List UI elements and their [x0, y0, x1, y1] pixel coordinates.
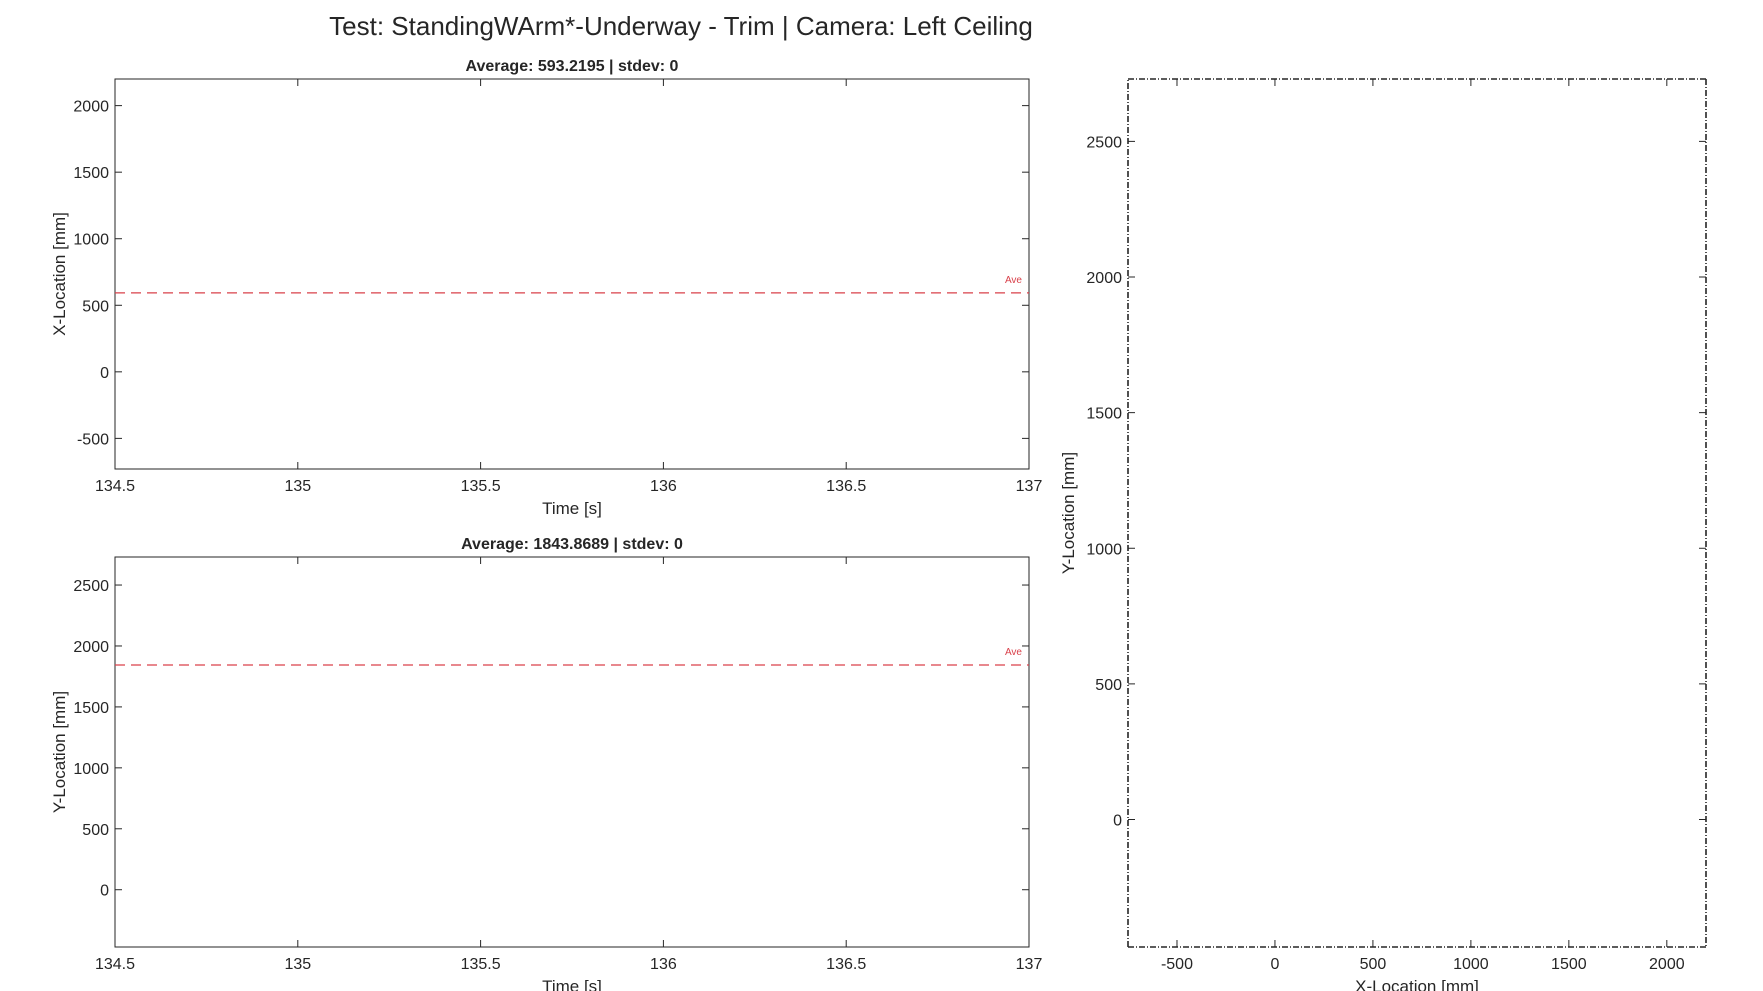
x-axis-label: X-Location [mm]: [1355, 977, 1479, 991]
y-axis-label: Y-Location [mm]: [1059, 452, 1078, 574]
y-tick-label: 2500: [73, 578, 109, 595]
chart-2: 134.5 135 135.5 136 136.5 137 0 500 1000 1500 2000…: [50, 536, 1042, 991]
x-tick-label: 136.5: [826, 956, 866, 973]
y-tick-label: 1500: [1086, 406, 1122, 423]
x-tick-label: 1000: [1453, 956, 1489, 973]
y-tick-label: 2000: [73, 99, 109, 116]
y-tick-label: 500: [1095, 677, 1122, 694]
x-tick-label: 135: [284, 478, 311, 495]
y-tick-label: 2000: [1086, 270, 1122, 287]
y-tick-label: 0: [100, 883, 109, 900]
x-tick-label: 136: [650, 956, 677, 973]
y-tick-label: -500: [77, 431, 109, 448]
y-axis-label: Y-Location [mm]: [50, 691, 69, 813]
y-axis-label: X-Location [mm]: [50, 212, 69, 336]
x-tick-label: 136: [650, 478, 677, 495]
x-axis-label: Time [s]: [542, 499, 602, 518]
plot-area: [1128, 79, 1706, 947]
plot-area: [114, 78, 1030, 470]
average-line-label: Ave: [1005, 647, 1022, 658]
x-tick-label: 137: [1016, 478, 1043, 495]
x-tick-label: 0: [1270, 956, 1279, 973]
x-axis-label: Time [s]: [542, 977, 602, 991]
x-tick-label: 2000: [1649, 956, 1685, 973]
chart-title: Average: 593.2195 | stdev: 0: [466, 58, 679, 75]
x-tick-label: 500: [1360, 956, 1387, 973]
x-tick-label: 134.5: [95, 956, 135, 973]
x-tick-label: 1500: [1551, 956, 1587, 973]
y-tick-label: 0: [1113, 813, 1122, 830]
y-tick-label: 1000: [1086, 541, 1122, 558]
chart-3: -500 0 500 1000 1500 2000 0 500 1000 1500 2000 2500…: [1059, 78, 1707, 991]
y-tick-label: 1500: [73, 700, 109, 717]
y-tick-label: 500: [82, 298, 109, 315]
y-tick-label: 2000: [73, 639, 109, 656]
y-tick-label: 0: [100, 365, 109, 382]
chart-1: 134.5 135 135.5 136 136.5 137 -500 0 500 1000 1500…: [50, 58, 1042, 518]
y-tick-label: 1500: [73, 165, 109, 182]
x-tick-label: -500: [1161, 956, 1193, 973]
figure-title: Test: StandingWArm*-Underway - Trim | Ca…: [329, 11, 1033, 41]
x-tick-label: 137: [1016, 956, 1043, 973]
chart-title: Average: 1843.8689 | stdev: 0: [461, 536, 683, 553]
x-tick-label: 135: [284, 956, 311, 973]
average-line-label: Ave: [1005, 275, 1022, 286]
y-tick-label: 500: [82, 822, 109, 839]
y-tick-label: 1000: [73, 761, 109, 778]
x-tick-label: 135.5: [461, 956, 501, 973]
x-tick-label: 136.5: [826, 478, 866, 495]
plot-area: [114, 556, 1030, 948]
x-tick-label: 134.5: [95, 478, 135, 495]
y-tick-label: 2500: [1086, 134, 1122, 151]
x-tick-label: 135.5: [461, 478, 501, 495]
y-tick-label: 1000: [73, 232, 109, 249]
